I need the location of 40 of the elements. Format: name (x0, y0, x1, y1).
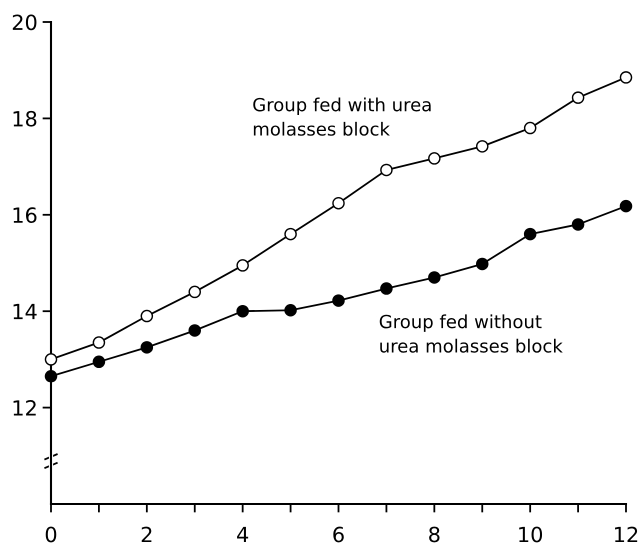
point (188, 324, 201, 337)
point (284, 228, 297, 240)
y-tick-label: 18 (14, 110, 36, 127)
x-tick-label: 6 (333, 526, 344, 542)
point (44, 370, 58, 383)
x-tick-label: 4 (237, 526, 248, 542)
point (44, 353, 58, 366)
point (92, 336, 106, 349)
x-tick-label: 8 (429, 526, 440, 542)
point (188, 286, 201, 298)
point (524, 122, 536, 134)
point (332, 294, 345, 307)
point (572, 218, 584, 231)
point (140, 310, 154, 322)
y-tick-label: 20 (12, 14, 36, 30)
point (572, 91, 584, 104)
point (476, 258, 488, 270)
point (428, 152, 441, 165)
y-tick-label: 14 (14, 304, 37, 320)
point (380, 164, 393, 176)
point (524, 228, 536, 240)
point (92, 356, 106, 368)
point (332, 196, 345, 210)
point (140, 341, 154, 354)
point (620, 71, 632, 84)
annotation: Group fed without urea molasses block (380, 314, 563, 353)
x-tick-label: 10 (519, 526, 542, 542)
x-tick-label: 0 (46, 526, 56, 542)
point (428, 271, 441, 284)
point (380, 282, 393, 295)
x-tick-label: 12 (615, 526, 638, 542)
y-tick-label: 12 (14, 400, 36, 416)
point (620, 200, 632, 212)
point (476, 140, 488, 153)
x-tick-label: 2 (142, 526, 152, 542)
point (236, 259, 249, 272)
point (284, 304, 297, 316)
annotation: Group fed with urea molasses block (253, 97, 431, 136)
point (236, 304, 249, 318)
y-tick-label: 16 (14, 207, 36, 224)
